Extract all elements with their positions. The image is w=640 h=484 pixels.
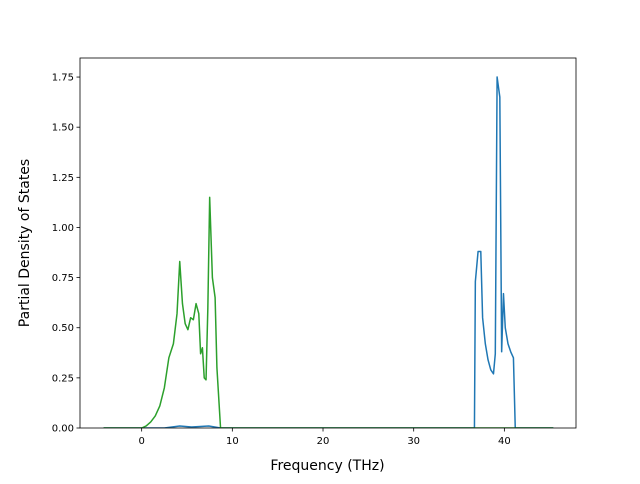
x-tick-label: 20 [317, 436, 330, 447]
series-line [103, 76, 554, 428]
plot-frame [79, 57, 577, 429]
y-tick-label: 1.50 [52, 123, 74, 134]
y-tick-label: 1.25 [52, 173, 74, 184]
y-axis-label: Partial Density of States [17, 159, 33, 327]
series-line [103, 196, 554, 428]
x-tick-label: 10 [226, 436, 239, 447]
x-tick-label: 40 [498, 436, 511, 447]
y-tick-label: 0.50 [52, 323, 74, 334]
x-tick-label: 0 [138, 436, 144, 447]
y-tick-label: 0.00 [52, 424, 74, 435]
y-tick-label: 1.75 [52, 73, 74, 84]
y-tick-label: 0.25 [52, 373, 74, 384]
x-tick-label: 30 [407, 436, 420, 447]
y-tick-label: 0.75 [52, 273, 74, 284]
x-axis-label: Frequency (THz) [270, 458, 384, 474]
y-tick-label: 1.00 [52, 223, 74, 234]
